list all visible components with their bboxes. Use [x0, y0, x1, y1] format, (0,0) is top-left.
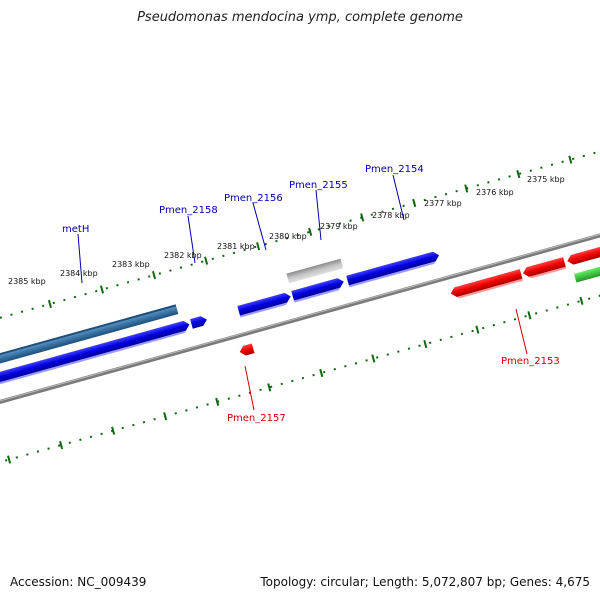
tick-label-2377: 2377 kbp [424, 199, 462, 208]
genome-backbone [0, 219, 600, 416]
cds-pmen2158[interactable] [190, 315, 208, 329]
tick-label-2375: 2375 kbp [527, 175, 565, 184]
tick-label-2382: 2382 kbp [164, 251, 202, 260]
lower-major-tick [423, 339, 428, 349]
cds-pmen2152[interactable] [522, 257, 567, 280]
tick-label-2379: 2379 kbp [320, 222, 358, 231]
feature-pmen2155-pseudo[interactable] [286, 258, 344, 284]
gene-label-pmen2156[interactable]: Pmen_2156 [224, 193, 283, 204]
lower-major-tick [7, 455, 12, 464]
gene-label-metH[interactable]: metH [62, 224, 89, 235]
lower-major-tick [59, 441, 64, 450]
callout-lines [77, 174, 528, 411]
lower-major-tick [215, 397, 220, 406]
upper-major-tick [516, 169, 521, 179]
upper-major-tick [256, 242, 261, 251]
tick-label-2384: 2384 kbp [60, 269, 98, 278]
gene-label-pmen2155[interactable]: Pmen_2155 [289, 180, 348, 191]
gene-label-pmen2158[interactable]: Pmen_2158 [159, 205, 218, 216]
tick-label-2378: 2378 kbp [372, 211, 410, 220]
genome-stats: Topology: circularLength: 5,072,807 bpGe… [260, 575, 590, 589]
lower-major-tick [163, 412, 168, 421]
tick-label-2381: 2381 kbp [217, 242, 255, 251]
tick-label-2383: 2383 kbp [112, 260, 150, 269]
cds-pmen2157[interactable] [238, 343, 255, 356]
lower-major-tick [111, 426, 116, 435]
genome-title: Pseudomonas mendocina ymp, complete geno… [137, 10, 463, 25]
upper-major-tick [464, 184, 469, 193]
upper-major-tick [152, 270, 157, 280]
upper-major-tick [204, 256, 209, 265]
tick-label-2376: 2376 kbp [476, 188, 514, 197]
cds-pmen2151[interactable] [566, 237, 600, 266]
genes-text: Genes: 4,675 [502, 575, 590, 589]
cds-pmen2155[interactable] [291, 277, 345, 303]
lower-major-ticks [7, 296, 584, 464]
upper-major-ticks [47, 155, 573, 309]
cds-pmen2156[interactable] [237, 292, 292, 318]
upper-major-tick [412, 198, 417, 208]
tick-label-2380: 2380 kbp [269, 232, 307, 241]
lower-major-tick [267, 383, 272, 392]
lower-major-tick [319, 368, 324, 378]
tick-labels: 2385 kbp 2384 kbp 2383 kbp 2382 kbp 2381… [8, 175, 565, 286]
lower-major-tick [527, 311, 532, 320]
lower-tick-ring [0, 276, 600, 471]
upper-major-tick [568, 155, 573, 164]
upper-major-tick [47, 299, 52, 309]
cds-metH[interactable] [0, 320, 191, 392]
lower-major-tick [371, 354, 376, 363]
length-text: Length: 5,072,807 bp [365, 575, 502, 589]
tick-label-2385: 2385 kbp [8, 277, 46, 286]
upper-major-tick [360, 213, 365, 222]
lower-major-tick [579, 296, 584, 305]
cds-pmen2154[interactable] [346, 250, 441, 288]
topology-text: Topology: circular [260, 575, 365, 589]
gene-label-pmen2153[interactable]: Pmen_2153 [501, 356, 560, 367]
gene-label-pmen2157[interactable]: Pmen_2157 [227, 413, 286, 424]
upper-major-tick [99, 285, 105, 294]
accession-text: Accession: NC_009439 [10, 575, 147, 589]
feature-metH-rna[interactable] [0, 304, 179, 373]
gene-labels: metH Pmen_2158 Pmen_2156 Pmen_2155 Pmen_… [62, 164, 560, 424]
gene-label-pmen2154[interactable]: Pmen_2154 [365, 164, 424, 175]
upper-major-tick [308, 227, 313, 236]
lower-major-tick [475, 325, 480, 334]
cds-pmen2153[interactable] [449, 269, 523, 300]
feature-green-partial[interactable] [573, 257, 600, 283]
